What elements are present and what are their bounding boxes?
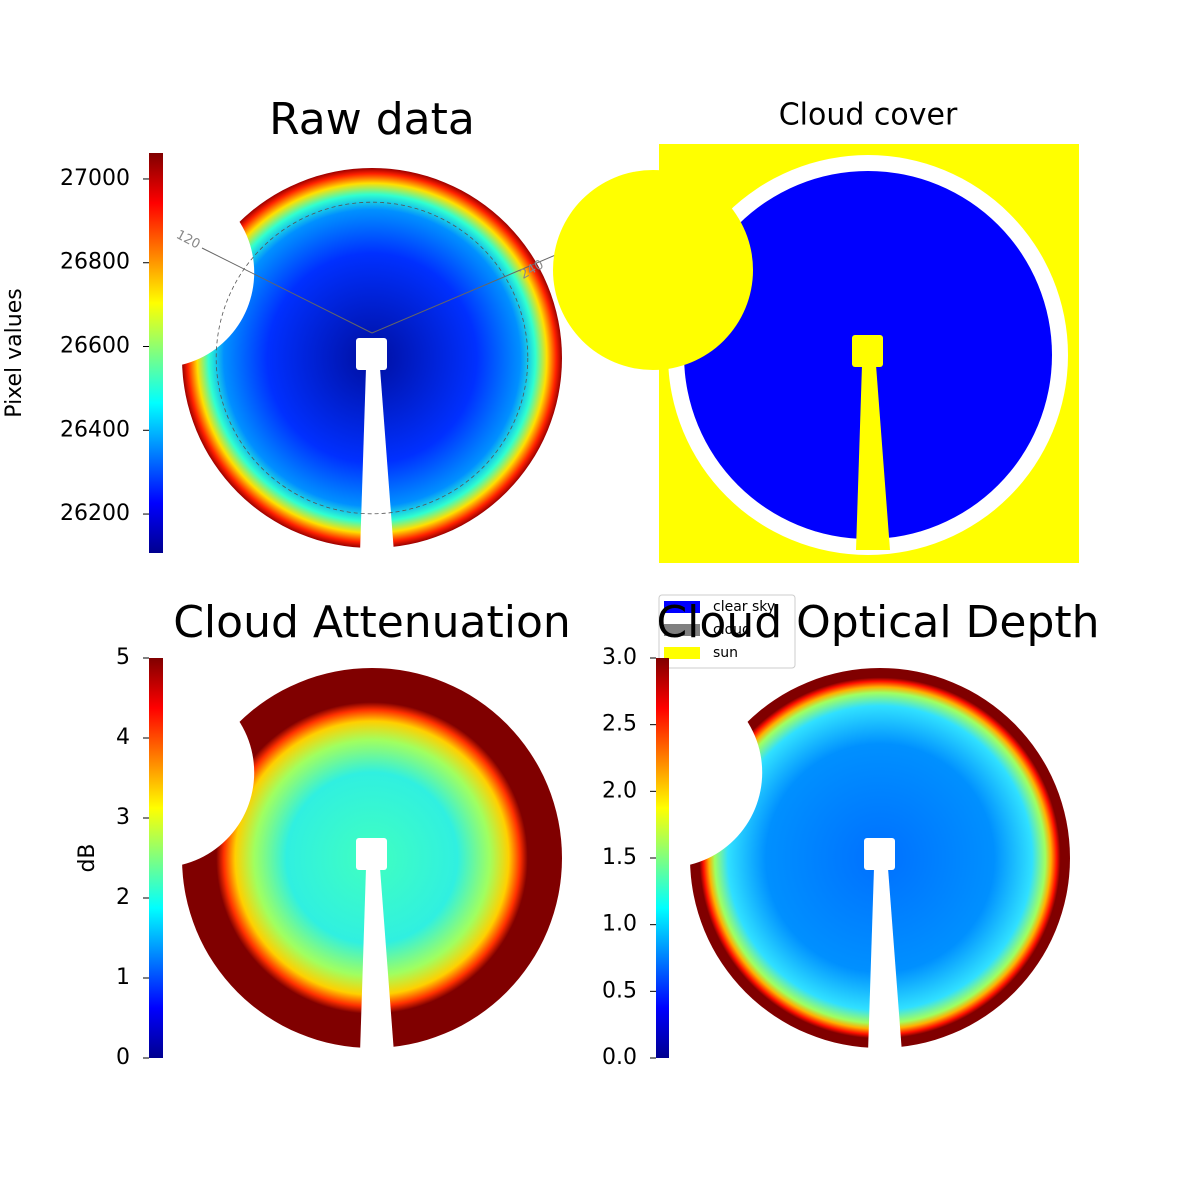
- horizon-mask: [553, 170, 753, 370]
- mast-head: [864, 838, 895, 870]
- colorbar-tick-label: 3: [116, 805, 130, 830]
- colorbar-tick-label: 0: [116, 1045, 130, 1070]
- colorbar-tick-label: 2.0: [602, 778, 637, 803]
- panel-title: Cloud cover: [779, 98, 958, 133]
- legend-label: sun: [713, 645, 738, 661]
- colorbar-tick-label: 27000: [60, 166, 130, 191]
- legend-label: cloud: [713, 622, 751, 638]
- colorbar-tick-label: 1.5: [602, 845, 637, 870]
- colorbar: [149, 658, 163, 1058]
- legend-label: clear sky: [713, 599, 775, 615]
- colorbar-tick-label: 26400: [60, 417, 130, 442]
- legend-swatch: [664, 647, 700, 659]
- panel-title: Raw data: [269, 94, 475, 145]
- colorbar-tick-label: 0.0: [602, 1045, 637, 1070]
- colorbar-tick-label: 1.0: [602, 912, 637, 937]
- panel-title: Cloud Optical Depth: [656, 597, 1099, 648]
- colorbar-tick-label: 2: [116, 885, 130, 910]
- legend-swatch: [664, 601, 700, 613]
- polar-grid: [215, 201, 529, 515]
- colorbar-label: dB: [75, 843, 100, 872]
- panel-title: Cloud Attenuation: [173, 597, 571, 648]
- colorbar: [656, 658, 669, 1058]
- mast-head: [356, 838, 387, 870]
- polar-grid: [371, 247, 573, 334]
- mast-head: [356, 338, 387, 370]
- colorbar-tick-label: 4: [116, 725, 130, 750]
- colorbar-tick-label: 2.5: [602, 712, 637, 737]
- mast: [360, 368, 394, 553]
- colorbar: [149, 153, 163, 553]
- mast: [856, 365, 890, 550]
- colorbar-tick-label: 0.5: [602, 978, 637, 1003]
- colorbar-label: Pixel values: [2, 288, 27, 417]
- colorbar-tick-label: 1: [116, 965, 130, 990]
- colorbar-tick-label: 26200: [60, 501, 130, 526]
- colorbar-tick-label: 3.0: [602, 645, 637, 670]
- colorbar-tick-label: 5: [116, 645, 130, 670]
- mast: [360, 868, 394, 1053]
- polar-grid: [201, 247, 373, 334]
- colorbar-tick-label: 26800: [60, 250, 130, 275]
- colorbar-tick-label: 26600: [60, 334, 130, 359]
- mast-head: [852, 335, 883, 367]
- legend-swatch: [664, 624, 700, 636]
- mast: [868, 868, 902, 1053]
